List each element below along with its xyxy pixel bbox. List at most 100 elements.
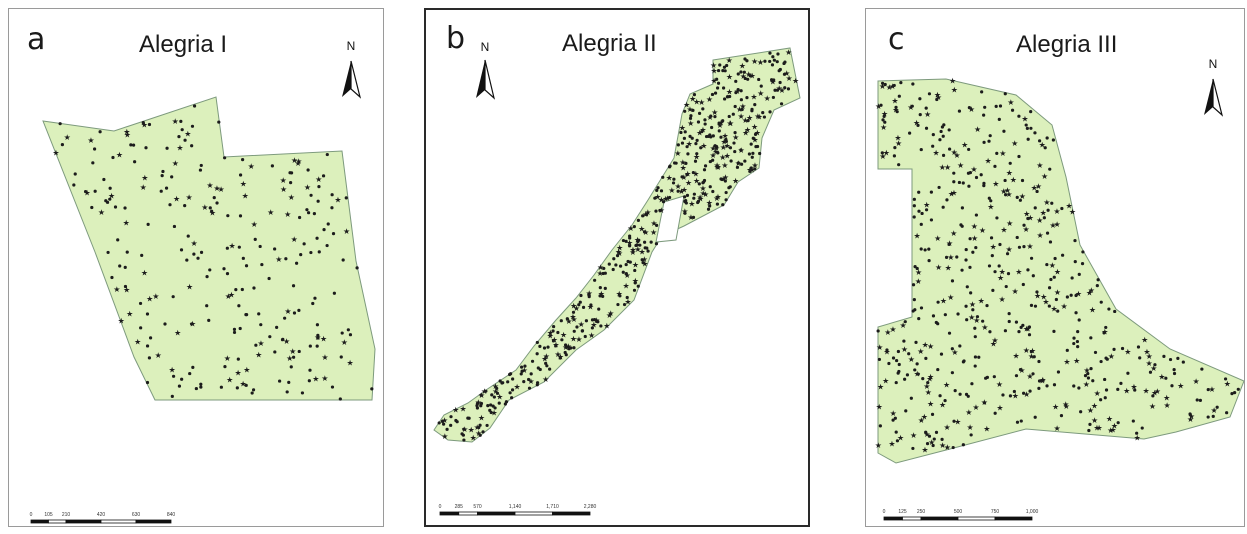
tree-point bbox=[725, 63, 729, 68]
tree-point bbox=[599, 324, 603, 328]
tree-point: ★ bbox=[1024, 325, 1031, 334]
tree-point: ★ bbox=[248, 162, 255, 171]
tree-point: ★ bbox=[950, 229, 957, 238]
tree-point: ★ bbox=[562, 343, 569, 352]
tree-point bbox=[967, 105, 971, 110]
tree-point: ★ bbox=[1094, 389, 1101, 398]
tree-point: ★ bbox=[915, 277, 922, 286]
tree-point bbox=[508, 391, 512, 395]
tree-point bbox=[552, 324, 556, 329]
tree-point bbox=[621, 270, 625, 274]
tree-point: ★ bbox=[491, 408, 498, 417]
tree-point: ★ bbox=[607, 309, 614, 318]
tree-point bbox=[1168, 357, 1173, 362]
tree-point bbox=[952, 171, 956, 175]
tree-point bbox=[953, 389, 957, 393]
tree-point bbox=[1083, 374, 1088, 378]
tree-point bbox=[479, 393, 483, 397]
tree-point: ★ bbox=[706, 95, 713, 104]
tree-point bbox=[597, 307, 601, 311]
tree-point bbox=[998, 104, 1003, 108]
tree-point bbox=[478, 423, 482, 427]
tree-point: ★ bbox=[712, 148, 719, 157]
tree-point: ★ bbox=[897, 434, 904, 443]
tree-point bbox=[1017, 245, 1022, 249]
tree-point bbox=[612, 257, 616, 261]
tree-point bbox=[929, 218, 934, 222]
tree-point: ★ bbox=[783, 69, 790, 78]
scale-tick-label: 570 bbox=[473, 504, 482, 510]
tree-point bbox=[904, 409, 908, 413]
tree-point bbox=[995, 151, 999, 155]
panel-title: Alegria III bbox=[1016, 31, 1118, 58]
tree-point bbox=[768, 59, 772, 64]
tree-point bbox=[960, 206, 964, 210]
tree-point: ★ bbox=[267, 208, 274, 217]
tree-point: ★ bbox=[981, 323, 988, 332]
tree-point bbox=[915, 266, 919, 271]
tree-point bbox=[696, 200, 700, 205]
tree-point bbox=[895, 439, 900, 443]
tree-point bbox=[288, 171, 292, 175]
tree-point bbox=[713, 91, 718, 95]
tree-point bbox=[1176, 356, 1180, 360]
tree-point bbox=[989, 199, 993, 203]
tree-point bbox=[982, 140, 986, 144]
tree-point bbox=[1024, 123, 1028, 127]
tree-point bbox=[912, 297, 916, 302]
tree-point bbox=[1053, 256, 1057, 261]
tree-point bbox=[998, 242, 1002, 247]
tree-point bbox=[622, 302, 627, 307]
tree-point bbox=[1105, 357, 1109, 361]
tree-point bbox=[973, 364, 977, 368]
tree-point bbox=[491, 404, 495, 408]
tree-point bbox=[1112, 347, 1116, 351]
tree-point bbox=[746, 118, 750, 123]
tree-point bbox=[1188, 412, 1192, 416]
tree-point: ★ bbox=[1026, 372, 1033, 381]
north-arrow-icon bbox=[476, 59, 496, 100]
tree-point bbox=[1073, 238, 1077, 243]
tree-point bbox=[546, 345, 550, 349]
tree-point bbox=[530, 359, 535, 363]
north-arrow-icon bbox=[1204, 78, 1224, 117]
tree-point bbox=[1104, 325, 1108, 330]
tree-point: ★ bbox=[750, 93, 757, 102]
tree-point: ★ bbox=[1023, 390, 1030, 399]
tree-point bbox=[488, 408, 492, 412]
tree-point bbox=[210, 209, 214, 213]
tree-point bbox=[701, 107, 705, 111]
tree-point bbox=[1052, 275, 1056, 279]
tree-point: ★ bbox=[716, 121, 723, 130]
tree-point bbox=[926, 381, 930, 385]
tree-point: ★ bbox=[1158, 373, 1165, 382]
tree-point bbox=[716, 151, 720, 155]
tree-point bbox=[636, 239, 640, 244]
tree-point bbox=[273, 350, 277, 354]
panel-title: Alegria I bbox=[139, 31, 228, 58]
tree-point bbox=[944, 255, 949, 260]
tree-point: ★ bbox=[748, 166, 755, 175]
tree-point: ★ bbox=[744, 125, 751, 134]
tree-point: ★ bbox=[541, 355, 548, 364]
tree-point: ★ bbox=[1031, 183, 1038, 192]
tree-point: ★ bbox=[935, 263, 942, 272]
tree-point bbox=[139, 326, 143, 330]
tree-point bbox=[171, 374, 176, 378]
tree-point bbox=[302, 242, 306, 246]
tree-point bbox=[753, 132, 758, 137]
tree-point bbox=[1056, 370, 1061, 374]
tree-point: ★ bbox=[943, 423, 950, 432]
tree-point: ★ bbox=[289, 347, 296, 356]
tree-point: ★ bbox=[969, 300, 976, 309]
tree-point bbox=[748, 169, 752, 173]
tree-point bbox=[927, 247, 931, 251]
tree-point bbox=[883, 120, 887, 124]
tree-point: ★ bbox=[1163, 401, 1170, 410]
tree-point: ★ bbox=[687, 119, 694, 128]
tree-point bbox=[104, 199, 108, 203]
tree-point bbox=[940, 125, 945, 129]
tree-point: ★ bbox=[590, 320, 597, 329]
tree-point bbox=[692, 192, 696, 196]
tree-point bbox=[1014, 320, 1019, 324]
